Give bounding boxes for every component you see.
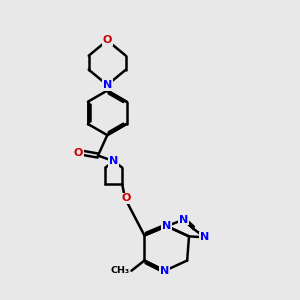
Text: O: O xyxy=(74,148,83,158)
Text: CH₃: CH₃ xyxy=(110,266,130,275)
Text: N: N xyxy=(109,156,119,166)
Text: N: N xyxy=(200,232,209,242)
Text: N: N xyxy=(160,266,170,276)
Text: O: O xyxy=(121,193,130,203)
Text: N: N xyxy=(162,221,171,231)
Text: N: N xyxy=(103,80,112,90)
Text: O: O xyxy=(103,35,112,45)
Text: N: N xyxy=(179,215,188,225)
